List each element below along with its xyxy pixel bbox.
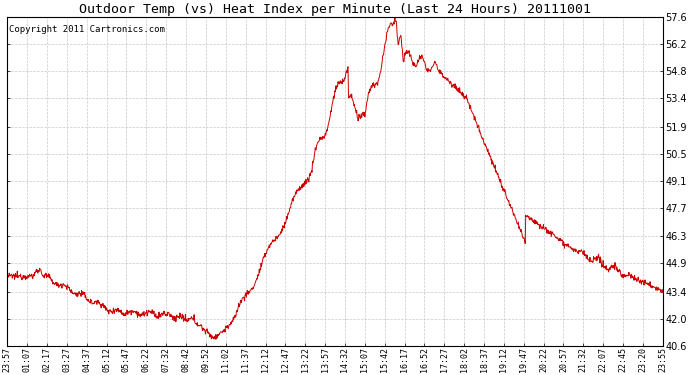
Title: Outdoor Temp (vs) Heat Index per Minute (Last 24 Hours) 20111001: Outdoor Temp (vs) Heat Index per Minute … [79,3,591,16]
Text: Copyright 2011 Cartronics.com: Copyright 2011 Cartronics.com [9,25,165,34]
